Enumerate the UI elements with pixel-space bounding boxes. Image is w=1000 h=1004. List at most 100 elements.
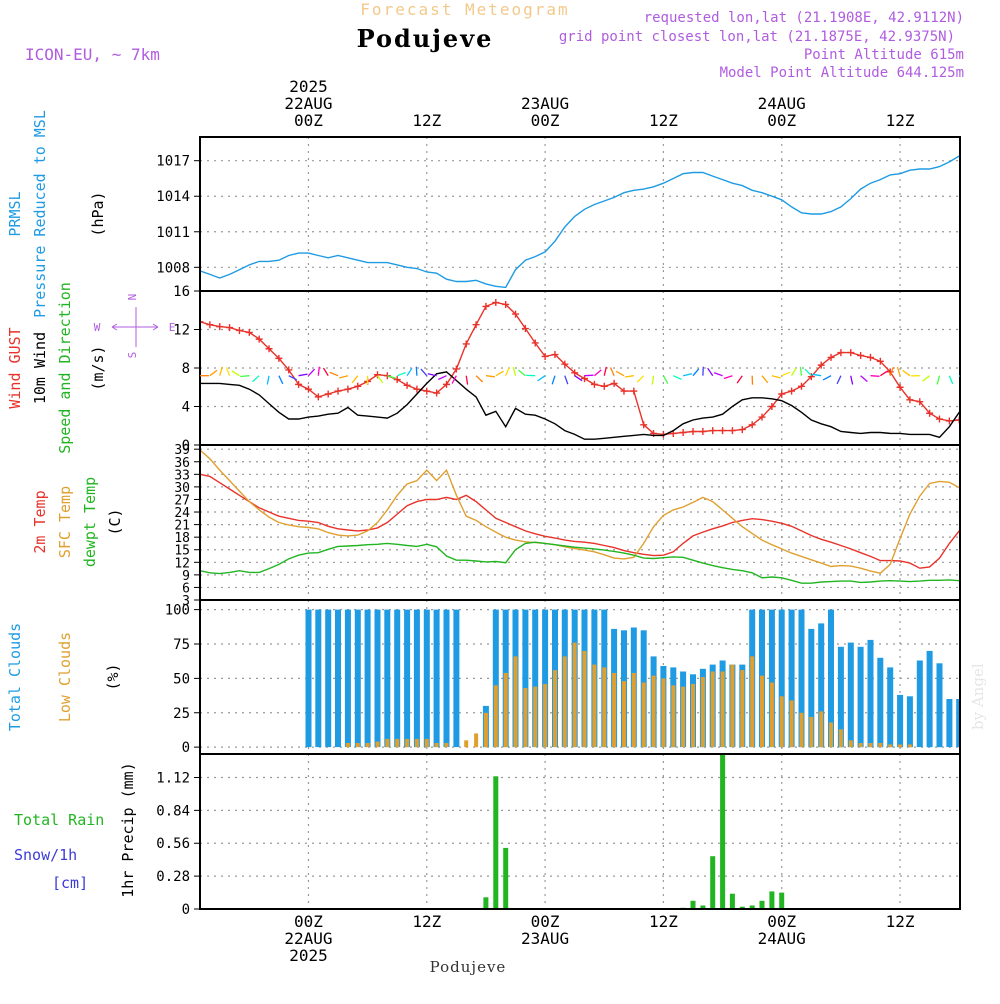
bar-low-clouds <box>376 742 380 748</box>
bar-low-clouds <box>563 656 567 747</box>
wind-arrow <box>737 376 742 383</box>
wind-arrow <box>683 374 692 376</box>
bar-low-clouds <box>770 683 774 748</box>
location-title: Podujeve <box>357 24 494 53</box>
gust-marker <box>680 429 687 436</box>
y-tick-label: 75 <box>173 637 190 653</box>
bar-low-clouds <box>632 673 636 747</box>
panel-label: 2m Temp <box>31 490 49 553</box>
panel-label: (hPa) <box>89 191 107 236</box>
wind-arrow <box>339 376 348 378</box>
bar-low-clouds <box>514 656 518 747</box>
y-tick-label: 0.28 <box>156 869 190 885</box>
bar-low-clouds <box>721 672 725 748</box>
bar-low-clouds <box>652 676 656 748</box>
bar-low-clouds <box>504 673 508 747</box>
bar-total-clouds <box>996 727 1000 748</box>
bar-low-clouds <box>898 744 902 747</box>
time-label-top: 00Z <box>294 111 323 130</box>
requested-coords: requested lon,lat (21.1908E, 42.9112N) <box>644 10 964 26</box>
bar-total-clouds <box>345 610 351 748</box>
bar-total-clouds <box>424 610 430 748</box>
gust-marker <box>867 354 874 361</box>
panel-label: (C) <box>106 508 124 535</box>
wind-arrow <box>812 374 821 375</box>
bar-low-clouds <box>533 687 537 748</box>
y-tick-label: 0.84 <box>156 803 190 819</box>
y-tick-label: 25 <box>173 706 190 722</box>
wind-arrow <box>397 373 406 376</box>
bar-total-clouds <box>887 667 893 747</box>
bar-low-clouds <box>849 740 853 747</box>
bar-low-clouds <box>859 743 863 747</box>
bar-low-clouds <box>435 743 439 747</box>
gust-marker <box>690 428 697 435</box>
y-tick-label: 16 <box>173 284 190 300</box>
time-label-bottom: 24AUG <box>758 929 806 948</box>
supertitle: Forecast Meteogram <box>360 0 569 19</box>
wind-arrow <box>476 376 483 382</box>
bar-total-clouds <box>927 651 933 747</box>
bar-total-rain <box>691 901 696 909</box>
wind-arrow <box>220 367 222 376</box>
panel-data <box>197 299 1000 439</box>
panel-label: Speed and Direction <box>56 282 74 454</box>
wind-arrow <box>969 375 978 376</box>
wind-arrow <box>851 376 853 385</box>
y-tick-label: 1014 <box>156 189 190 205</box>
bar-total-clouds <box>917 661 923 748</box>
y-tick-label: 1011 <box>156 225 190 241</box>
gust-marker <box>404 382 411 389</box>
bar-low-clouds <box>346 743 350 747</box>
y-tick-label: 1017 <box>156 154 190 170</box>
bar-total-clouds <box>414 610 420 748</box>
panel-frame <box>200 600 960 754</box>
bar-low-clouds <box>612 673 616 747</box>
bar-total-rain <box>760 901 765 909</box>
compass-north: N <box>126 294 139 301</box>
bar-low-clouds <box>800 713 804 747</box>
gust-marker <box>936 416 943 423</box>
panel-label: SFC Temp <box>56 486 74 558</box>
bar-low-clouds <box>474 733 478 747</box>
wind-arrow <box>232 371 240 376</box>
gust-marker <box>463 340 470 347</box>
wind-arrow <box>805 369 811 376</box>
bar-low-clouds <box>622 681 626 747</box>
wind-arrow <box>708 368 713 376</box>
gust-marker <box>729 427 736 434</box>
gust-marker <box>423 388 430 395</box>
wind-arrow <box>837 376 841 384</box>
wind-arrow <box>923 376 930 382</box>
wind-arrow <box>299 374 308 376</box>
bar-low-clouds <box>839 729 843 747</box>
y-tick-label: 4 <box>182 400 190 416</box>
time-label-top: 12Z <box>412 111 441 130</box>
wind-arrow <box>652 376 653 385</box>
bar-low-clouds <box>701 677 705 747</box>
bar-total-clouds <box>868 640 874 747</box>
bar-total-clouds <box>315 610 321 748</box>
wind-arrow <box>604 367 606 376</box>
bar-total-rain <box>779 893 784 909</box>
bar-low-clouds <box>592 665 596 748</box>
y-tick-label: 12 <box>173 323 190 339</box>
wind-arrow <box>880 371 888 376</box>
wind-arrow <box>611 368 615 376</box>
gust-marker <box>325 390 332 397</box>
bar-total-clouds <box>434 610 440 748</box>
bar-low-clouds <box>445 743 449 747</box>
wind-arrow <box>792 368 797 376</box>
bar-low-clouds <box>661 678 665 747</box>
wind-arrow <box>663 376 667 384</box>
precip-rain-label: Total Rain <box>14 811 104 829</box>
wind-arrow <box>823 376 831 380</box>
bar-low-clouds <box>602 667 606 747</box>
bar-low-clouds <box>642 683 646 748</box>
gust-marker <box>985 419 992 426</box>
